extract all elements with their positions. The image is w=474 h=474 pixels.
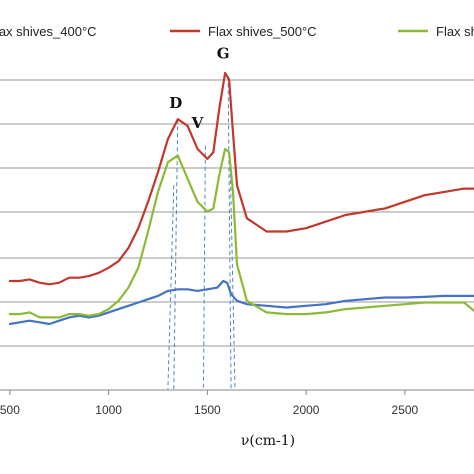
band-reference-line	[167, 185, 175, 391]
band-reference-line	[229, 158, 236, 391]
band-reference-line	[202, 145, 206, 391]
x-tick-label: 2500	[392, 403, 419, 417]
band-reference-line	[173, 119, 179, 391]
series-line-2	[8, 71, 474, 286]
series-layer	[8, 71, 474, 326]
x-tick-label: 1000	[95, 403, 122, 417]
series-line-1	[8, 279, 474, 326]
peak-label-v: V	[191, 114, 204, 132]
legend-label: Flax shives_400°C	[0, 24, 97, 39]
annotations: DV G	[169, 44, 229, 131]
band-reference-line	[227, 76, 232, 391]
peak-label-d: D	[169, 94, 182, 112]
peak-label-g: G	[217, 44, 230, 62]
x-axis-title: ν(cm-1)	[241, 433, 295, 449]
legend-label: Flax shives_500°C	[208, 24, 317, 39]
x-tick-label: 1500	[194, 403, 221, 417]
x-ticks: 500 1000 1500 2000 2500	[0, 390, 419, 417]
legend-label: Flax shives_600°C	[436, 24, 474, 39]
x-tick-label: 500	[0, 403, 20, 417]
reference-lines	[167, 76, 236, 391]
x-tick-label: 2000	[293, 403, 320, 417]
series-line-3	[8, 147, 474, 319]
gridlines	[0, 79, 474, 347]
legend: Flax shives_400°C Flax shives_500°C Flax s…	[0, 24, 474, 39]
